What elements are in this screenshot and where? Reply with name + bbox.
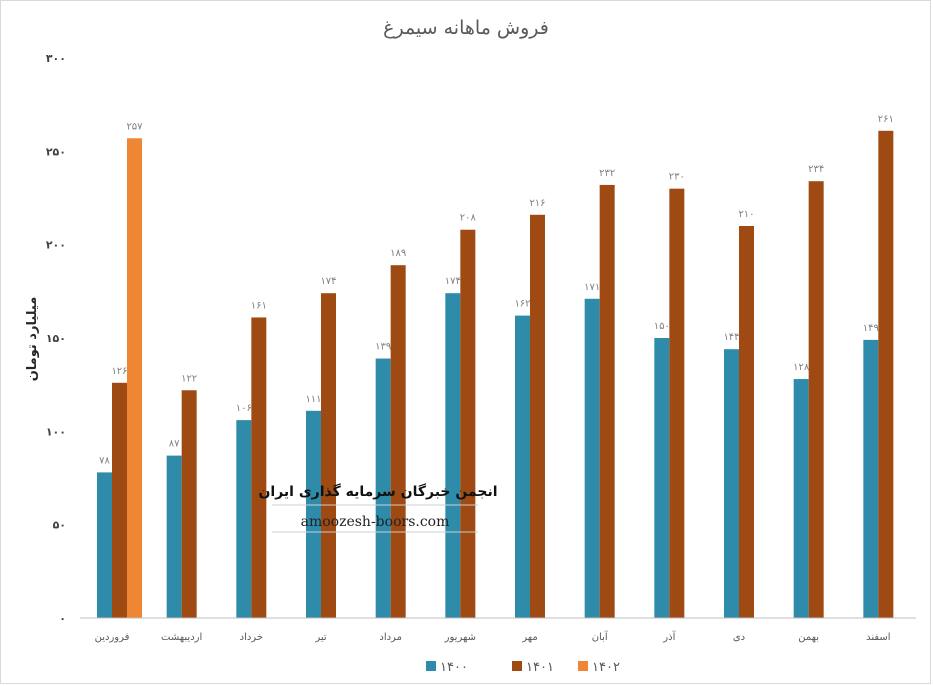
data-labels: ۷۸ ۱۲۶ ۲۵۷ ۸۷ ۱۲۲ ۱۰۶ ۱۶۱ ۱۱۱ ۱۷۴ ۱۳۹ ۱۸۹ ۱۷۴ ۲۰۸ ۱۶۲… <box>99 114 894 467</box>
x-tick-label: آذر <box>662 630 676 643</box>
legend-label: ۱۴۰۱ <box>526 660 554 675</box>
legend: ۱۴۰۰ ۱۴۰۱ ۱۴۰۲ <box>426 660 620 675</box>
bar-6-۱۴۰۱ <box>460 229 476 618</box>
x-tick-label: فروردین <box>95 632 130 643</box>
x-tick-label: اسفند <box>866 632 890 643</box>
data-label: ۲۳۴ <box>808 164 824 175</box>
data-label: ۱۱۱ <box>305 394 321 405</box>
bar-12-۱۴۰۰ <box>863 339 879 618</box>
legend-label: ۱۴۰۲ <box>592 660 620 675</box>
data-label: ۱۴۹ <box>863 323 879 334</box>
data-label: ۱۸۹ <box>390 248 406 259</box>
bar-1-۱۴۰۱ <box>112 382 127 618</box>
bar-5-۱۴۰۱ <box>390 265 406 618</box>
data-label: ۲۰۸ <box>460 213 477 224</box>
data-label: ۲۵۷ <box>126 121 143 132</box>
legend-swatch-2 <box>512 661 522 671</box>
bar-11-۱۴۰۰ <box>793 379 809 618</box>
x-axis-ticks: فروردین اردیبهشت خرداد تیر مرداد شهریور مهر آبا… <box>95 630 891 643</box>
data-label: ۱۷۴ <box>320 276 336 287</box>
data-label: ۱۲۶ <box>111 366 127 377</box>
bar-8-۱۴۰۱ <box>599 184 615 618</box>
y-tick-label: ۲۵۰ <box>46 145 66 158</box>
data-label: ۱۶۱ <box>251 300 267 311</box>
data-label: ۲۶۱ <box>878 114 894 125</box>
x-tick-label: آبان <box>592 630 609 643</box>
data-label: ۱۲۸ <box>793 362 810 373</box>
bar-6-۱۴۰۰ <box>445 293 461 618</box>
bar-4-۱۴۰۱ <box>321 293 336 618</box>
bar-10-۱۴۰۱ <box>739 226 754 618</box>
data-label: ۱۷۱ <box>584 282 600 293</box>
bar-7-۱۴۰۰ <box>515 315 530 618</box>
bar-9-۱۴۰۱ <box>669 188 685 618</box>
data-label: ۱۵۰ <box>654 321 670 332</box>
bar-2-۱۴۰۰ <box>166 455 182 618</box>
data-label: ۲۳۲ <box>599 168 615 179</box>
y-axis-label: میلیارد تومان <box>25 297 40 382</box>
bar-8-۱۴۰۰ <box>584 298 600 618</box>
data-label: ۱۷۴ <box>445 276 461 287</box>
data-label: ۱۴۴ <box>723 332 739 343</box>
watermark: انجمن خبرگان سرمایه گذاری ایران amoozesh… <box>258 483 498 533</box>
bar-3-۱۴۰۱ <box>251 317 267 618</box>
data-label: ۱۶۲ <box>514 299 530 310</box>
x-tick-label: دی <box>733 632 745 643</box>
x-tick-label: خرداد <box>240 632 263 643</box>
x-tick-label: شهریور <box>444 632 476 643</box>
x-tick-label: تیر <box>314 632 327 643</box>
bar-11-۱۴۰۱ <box>808 181 824 618</box>
bar-4-۱۴۰۰ <box>306 410 321 618</box>
legend-label: ۱۴۰۰ <box>440 660 468 675</box>
data-label: ۱۳۹ <box>375 342 391 353</box>
chart-title: فروش ماهانه سیمرغ <box>383 17 549 39</box>
data-label: ۱۰۶ <box>236 403 252 414</box>
y-tick-label: ۱۰۰ <box>46 425 66 438</box>
data-label: ۲۱۰ <box>738 209 754 220</box>
bar-12-۱۴۰۱ <box>878 130 894 619</box>
bar-1-۱۴۰۰ <box>97 472 112 618</box>
legend-swatch-1 <box>426 661 436 671</box>
data-label: ۲۱۶ <box>529 198 545 209</box>
bar-2-۱۴۰۱ <box>181 390 197 618</box>
data-label: ۱۲۲ <box>181 373 197 384</box>
watermark-title: انجمن خبرگان سرمایه گذاری ایران <box>258 483 497 500</box>
y-tick-label: ۲۰۰ <box>46 239 66 252</box>
legend-swatch-3 <box>578 661 588 671</box>
x-tick-label: بهمن <box>798 632 819 643</box>
bars <box>97 130 894 619</box>
y-tick-label: ۵۰ <box>53 519 66 532</box>
watermark-url: amoozesh-boors.com <box>301 514 450 530</box>
bar-3-۱۴۰۰ <box>236 420 252 618</box>
x-tick-label: مرداد <box>379 632 402 643</box>
y-tick-label: ۳۰۰ <box>46 52 66 65</box>
data-label: ۸۷ <box>169 439 180 450</box>
bar-7-۱۴۰۱ <box>530 214 545 619</box>
bar-1-۱۴۰۲ <box>127 138 142 618</box>
bar-10-۱۴۰۰ <box>724 349 739 618</box>
data-label: ۲۳۰ <box>669 172 685 183</box>
x-tick-label: اردیبهشت <box>161 632 202 643</box>
bar-5-۱۴۰۰ <box>375 358 391 618</box>
y-tick-label: ۱۵۰ <box>46 332 66 345</box>
x-tick-label: مهر <box>521 632 537 643</box>
y-axis-ticks: ۰ ۵۰ ۱۰۰ ۱۵۰ ۲۰۰ ۲۵۰ ۳۰۰ <box>46 52 66 625</box>
bar-9-۱۴۰۰ <box>654 338 670 618</box>
data-label: ۷۸ <box>99 455 110 466</box>
y-tick-label: ۰ <box>59 612 66 625</box>
